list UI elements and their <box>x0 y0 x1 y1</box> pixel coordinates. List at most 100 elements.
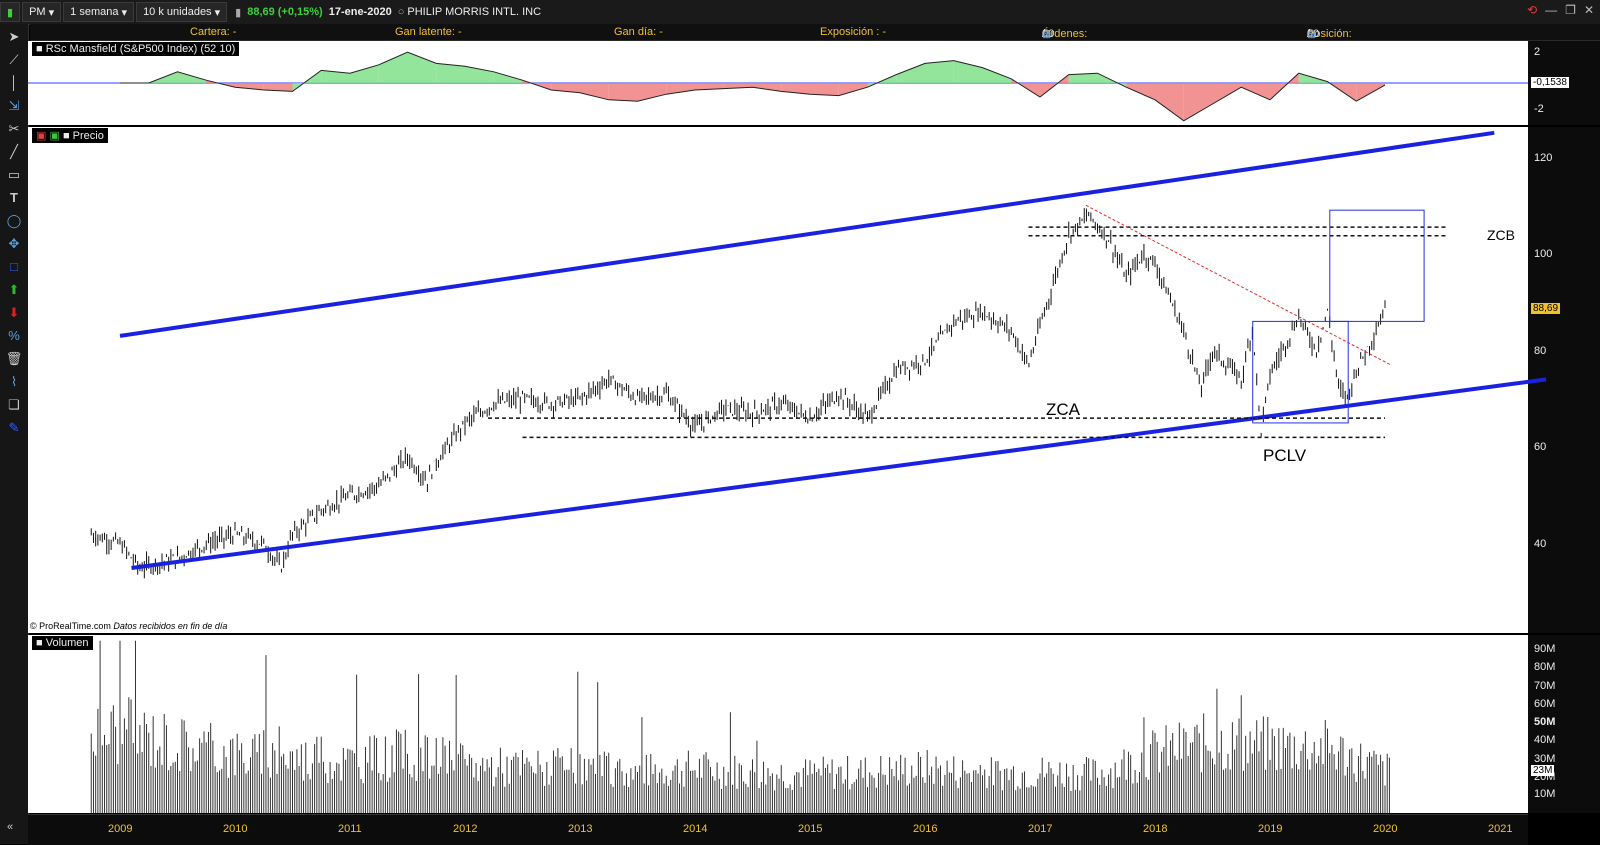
portfolio-info-bar: Cartera: - Gan latente: - Gan día: - Exp… <box>30 24 1600 41</box>
date-axis: 2009 2010 2011 2012 2013 2014 2015 2016 2017 2018… <box>28 814 1528 845</box>
indicator-label[interactable]: ■ RSc Mansfield (S&P500 Index) (52 10) <box>32 42 240 56</box>
positions-grid-icon[interactable]: ⊠ <box>1307 29 1317 41</box>
date-axis-label: 2018 <box>1143 823 1168 835</box>
top-toolbar: ▮ PM ▾ 1 semana ▾ 10 k unidades ▾ ▮ 88,6… <box>0 0 1600 25</box>
indicator-area-segment <box>925 60 954 83</box>
indicator-area-segment <box>1241 83 1270 100</box>
indicator-area-segment <box>810 83 839 96</box>
window-controls: ⟲ — ❐ ✕ <box>1527 3 1594 17</box>
vertical-line-icon[interactable]: │ <box>9 75 19 90</box>
last-price: 88,69 <box>247 6 275 18</box>
minimize-icon[interactable]: — <box>1545 3 1558 17</box>
credit-text: © ProRealTime.com Datos recibidos en fin… <box>30 621 227 631</box>
downtrend-line <box>1085 204 1391 366</box>
date-axis-label: 2012 <box>453 823 478 835</box>
credit-note: Datos recibidos en fin de día <box>113 621 228 631</box>
cursor-icon[interactable]: ➤ <box>8 29 20 44</box>
posicion-label: Posición: <box>1307 28 1352 40</box>
indicator-line <box>120 51 1386 122</box>
indicator-area-segment <box>1040 74 1069 97</box>
units-label: 10 k unidades <box>143 6 212 18</box>
move-icon[interactable]: ✥ <box>8 236 20 251</box>
target-box <box>1329 209 1425 322</box>
indicator-area-segment <box>1183 83 1213 121</box>
buy-arrow-icon[interactable]: ⬆ <box>8 282 20 297</box>
double-chevron-left-icon: « <box>7 821 14 833</box>
percent-icon[interactable]: % <box>8 328 20 343</box>
indicator-area-segment <box>1068 73 1098 83</box>
settings-icon[interactable]: ⚙ <box>1307 29 1317 41</box>
volume-tick: 50M <box>1534 716 1556 728</box>
app-icon[interactable]: ▮ <box>0 2 21 22</box>
indicator-area-segment <box>407 52 437 83</box>
close-icon[interactable]: ✕ <box>1583 3 1594 17</box>
settings-icon[interactable]: ⚙ <box>1042 29 1052 41</box>
pen-icon[interactable]: ✎ <box>8 420 20 435</box>
ruler-icon[interactable]: ▭ <box>7 167 21 182</box>
timeframe-label: 1 semana <box>70 6 119 18</box>
layers-icon[interactable]: ❏ <box>8 397 20 412</box>
symbol-selector[interactable]: PM ▾ <box>22 2 62 22</box>
price-change: (+0,15%) <box>277 6 323 18</box>
volume-tick: 10M <box>1534 788 1556 800</box>
volume-tick: 70M <box>1534 680 1556 692</box>
scroll-left-button[interactable]: « <box>0 814 28 844</box>
volume-panel[interactable] <box>28 635 1528 813</box>
date-axis-label: 2013 <box>568 823 593 835</box>
node-line-icon[interactable]: ⟋ <box>9 52 19 67</box>
chart-zoom-icon[interactable]: ⇲ <box>8 98 20 113</box>
price-value-tag: 88,69 <box>1531 303 1561 314</box>
volume-label[interactable]: ■ Volumen <box>32 636 93 650</box>
gan-dia-field: Gan día: - <box>614 26 663 38</box>
square-icon: ■ <box>36 637 43 649</box>
text-tool-icon[interactable]: T <box>10 190 18 205</box>
credit-brand: © ProRealTime.com <box>30 621 111 631</box>
indicator-area-segment <box>1155 83 1184 121</box>
timeframe-selector[interactable]: 1 semana ▾ <box>63 2 135 22</box>
date-axis-label: 2015 <box>798 823 823 835</box>
volume-value-tag: 23M <box>1531 765 1555 776</box>
tools-icon[interactable]: ✂ <box>8 121 20 136</box>
indicator-value-tag: -0,1538 <box>1531 77 1569 88</box>
indicator-area-segment <box>838 83 868 96</box>
indicator-area-segment <box>493 71 523 83</box>
date-axis-label: 2017 <box>1028 823 1053 835</box>
volume-tick: 90M <box>1534 643 1556 655</box>
chevron-down-icon: ▾ <box>214 6 221 19</box>
sell-arrow-icon[interactable]: ⬇ <box>8 305 20 320</box>
trendline-icon[interactable]: ╱ <box>10 144 18 159</box>
trash-icon[interactable]: 🗑 <box>5 351 23 366</box>
sync-icon[interactable]: ⟲ <box>1527 3 1538 17</box>
date-axis-label: 2019 <box>1258 823 1283 835</box>
ellipse-icon[interactable]: ◯ <box>6 213 22 228</box>
price-label[interactable]: ▣ ▣ ■ Precio <box>32 128 108 143</box>
indicator-area-segment <box>263 83 293 92</box>
gan-latente-field: Gan latente: - <box>395 26 462 38</box>
date-axis-label: 2016 <box>913 823 938 835</box>
annotation-zca: ZCA <box>1046 400 1080 419</box>
collapse-icon[interactable]: ▣ <box>36 130 47 142</box>
magnet-icon[interactable]: ⌇ <box>10 374 18 389</box>
chevron-down-icon: ▾ <box>121 6 128 19</box>
indicator-label-text: RSc Mansfield (S&P500 Index) (52 10) <box>45 43 236 55</box>
date-axis-label: 2014 <box>683 823 708 835</box>
units-selector[interactable]: 10 k unidades ▾ <box>136 2 228 22</box>
indicator-area-segment <box>752 83 782 92</box>
indicator-area-segment <box>896 63 925 83</box>
price-tick: 60 <box>1534 441 1547 453</box>
volume-tick: 30M <box>1534 753 1556 765</box>
restore-icon[interactable]: ❐ <box>1565 3 1576 17</box>
indicator-area-segment <box>982 67 1012 83</box>
orders-grid-icon[interactable]: ⊠ <box>1042 29 1052 41</box>
exposicion-field: Exposición : - <box>820 26 887 38</box>
indicator-area-segment <box>666 83 695 95</box>
price-label-text: Precio <box>72 130 104 142</box>
posicion-value: 0 <box>1307 28 1314 40</box>
symbol-label: PM <box>29 6 46 18</box>
rectangle-icon[interactable]: □ <box>10 259 18 274</box>
expand-icon[interactable]: ▣ <box>49 130 60 142</box>
volume-scale: 90M 80M 70M 60M 50M 40M 30M 20M 10M 23M <box>1528 635 1600 813</box>
date-axis-label: 2020 <box>1373 823 1398 835</box>
date-axis-label: 2021 <box>1488 823 1513 835</box>
